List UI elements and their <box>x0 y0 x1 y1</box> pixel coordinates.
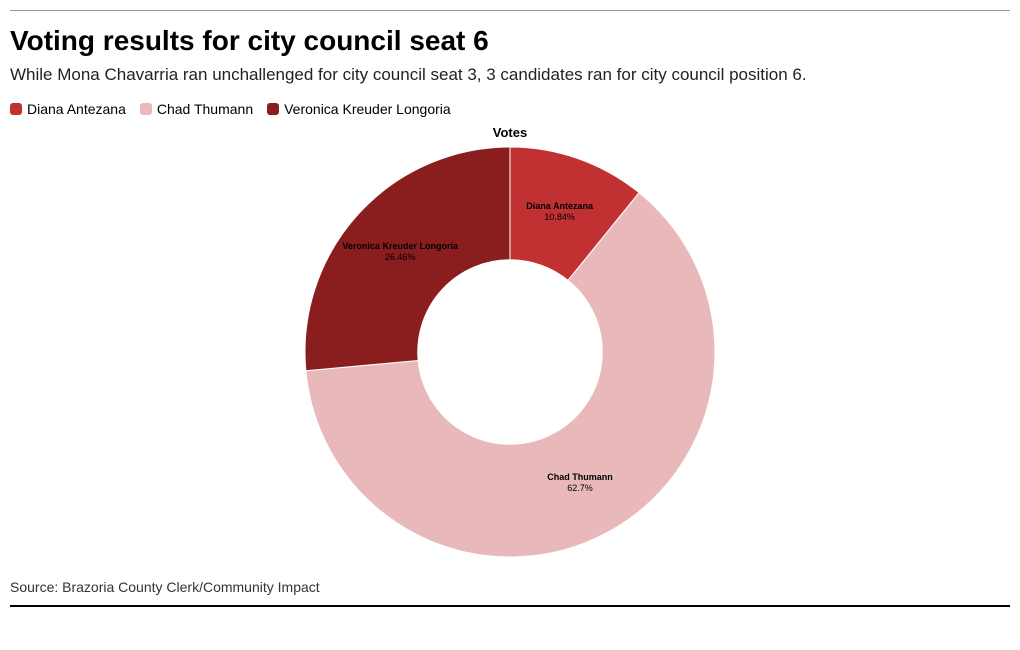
legend-swatch <box>267 103 279 115</box>
page-subtitle: While Mona Chavarria ran unchallenged fo… <box>10 65 1010 85</box>
slice-label: Chad Thumann <box>547 472 613 482</box>
slice-label: Diana Antezana <box>526 201 594 211</box>
chart-container: Voting results for city council seat 6 W… <box>0 0 1020 650</box>
slice-pct: 10.84% <box>544 212 575 222</box>
donut-chart-svg: Diana Antezana10.84% Chad Thumann62.7% Ver… <box>260 142 760 562</box>
legend-swatch <box>140 103 152 115</box>
slice-pct: 26.46% <box>385 252 416 262</box>
slice-pct: 62.7% <box>567 483 593 493</box>
chart-area: Votes Diana Antezana10.84% Chad Thumann62… <box>10 125 1010 567</box>
legend-label: Veronica Kreuder Longoria <box>284 101 451 117</box>
source-text: Source: Brazoria County Clerk/Community … <box>10 579 1010 595</box>
chart-center-title: Votes <box>10 125 1010 140</box>
legend-label: Diana Antezana <box>27 101 126 117</box>
legend-label: Chad Thumann <box>157 101 253 117</box>
bottom-divider <box>10 605 1010 607</box>
legend: Diana Antezana Chad Thumann Veronica Kre… <box>10 101 1010 117</box>
page-title: Voting results for city council seat 6 <box>10 25 1010 57</box>
top-divider <box>10 10 1010 11</box>
slice-label: Veronica Kreuder Longoria <box>342 241 459 251</box>
legend-swatch <box>10 103 22 115</box>
legend-item: Veronica Kreuder Longoria <box>267 101 451 117</box>
legend-item: Diana Antezana <box>10 101 126 117</box>
legend-item: Chad Thumann <box>140 101 253 117</box>
